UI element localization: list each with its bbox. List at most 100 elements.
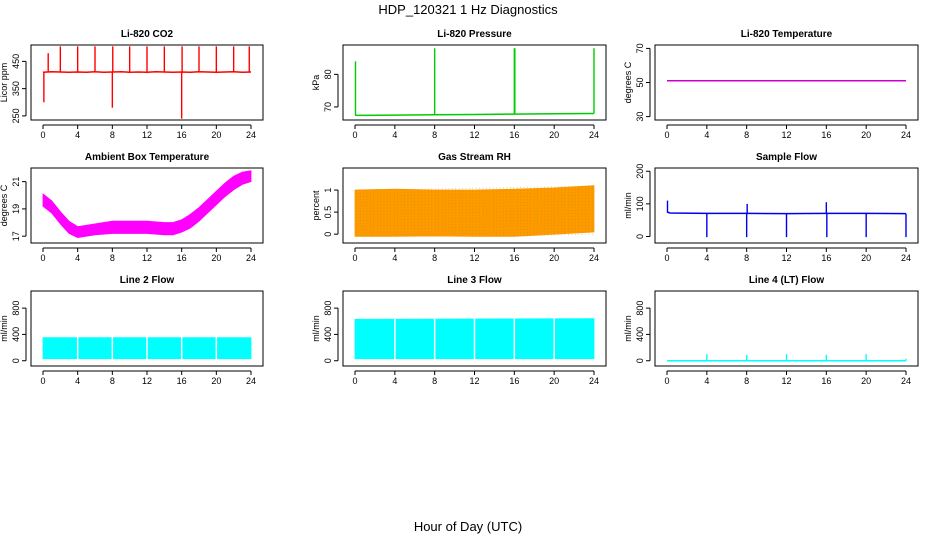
series-line-pressure [354, 112, 595, 117]
panel-ambient: Ambient Box Temperature 0 4 8 12 16 20 24 17 19 21… [0, 152, 264, 263]
plot-frame-sample_flow [654, 167, 919, 244]
data-layer-line4 [667, 354, 907, 362]
y-tick-label-co2-350: 350 [11, 81, 21, 96]
x-tick-label-rh-12: 12 [469, 253, 479, 263]
x-tick-label-line3-16: 16 [509, 376, 519, 386]
panel-title-pressure: Li-820 Pressure [437, 29, 512, 40]
x-tick-label-line4-4: 4 [704, 376, 709, 386]
x-tick-label-rh-8: 8 [432, 253, 437, 263]
x-tick-label-rh-24: 24 [589, 253, 599, 263]
x-tick-label-temperature-16: 16 [821, 130, 831, 140]
x-tick-label-sample_flow-0: 0 [664, 253, 669, 263]
series-line-sample_flow [666, 211, 907, 215]
panel-title-line3: Line 3 Flow [447, 275, 502, 286]
y-tick-label-co2-450: 450 [11, 54, 21, 69]
y-tick-label-temperature-50: 50 [635, 77, 645, 87]
x-tick-label-ambient-4: 4 [75, 253, 80, 263]
panel-sample_flow: Sample Flow 0 4 8 12 16 20 24 0 100 200 ml/min [623, 152, 919, 263]
x-tick-label-co2-24: 24 [246, 130, 256, 140]
x-tick-label-rh-0: 0 [352, 253, 357, 263]
panel-temperature: Li-820 Temperature 0 4 8 12 16 20 24 30 50 70degre… [623, 29, 919, 140]
x-tick-label-line2-0: 0 [40, 376, 45, 386]
x-tick-label-ambient-12: 12 [142, 253, 152, 263]
panel-title-line4: Line 4 (LT) Flow [749, 275, 825, 286]
y-tick-label-ambient-17: 17 [11, 231, 21, 241]
y-tick-label-rh-0.5: 0.5 [323, 206, 333, 219]
data-layer-line2 [42, 336, 252, 360]
panel-title-sample_flow: Sample Flow [756, 152, 817, 163]
y-tick-label-line3-400: 400 [323, 327, 333, 342]
x-tick-label-co2-16: 16 [177, 130, 187, 140]
x-tick-label-line3-0: 0 [352, 376, 357, 386]
plot-frame-line4 [654, 290, 919, 367]
panel-title-temperature: Li-820 Temperature [741, 29, 833, 40]
x-tick-label-line4-20: 20 [861, 376, 871, 386]
x-tick-label-line3-4: 4 [392, 376, 397, 386]
x-tick-label-line3-20: 20 [549, 376, 559, 386]
x-tick-label-sample_flow-4: 4 [704, 253, 709, 263]
y-tick-label-rh-1: 1 [323, 188, 333, 193]
panel-title-co2: Li-820 CO2 [121, 29, 174, 40]
x-tick-label-line4-16: 16 [821, 376, 831, 386]
y-axis-label-line4: ml/min [623, 315, 633, 342]
plot-frame-line2 [30, 290, 264, 367]
plot-frame-co2 [30, 44, 264, 121]
plot-frame-line3 [342, 290, 607, 367]
plot-frame-temperature [654, 44, 919, 121]
y-tick-label-temperature-30: 30 [635, 112, 645, 122]
x-tick-label-co2-20: 20 [211, 130, 221, 140]
x-tick-label-pressure-24: 24 [589, 130, 599, 140]
x-tick-label-line4-8: 8 [744, 376, 749, 386]
x-tick-label-pressure-16: 16 [509, 130, 519, 140]
x-tick-label-pressure-20: 20 [549, 130, 559, 140]
y-axis-label-rh: percent [311, 190, 321, 221]
x-tick-label-pressure-4: 4 [392, 130, 397, 140]
y-axis-label-temperature: degrees C [623, 61, 633, 103]
x-tick-label-line4-12: 12 [781, 376, 791, 386]
x-tick-label-ambient-20: 20 [211, 253, 221, 263]
x-tick-label-sample_flow-24: 24 [901, 253, 911, 263]
y-tick-label-line2-0: 0 [11, 358, 21, 363]
data-layer-pressure [354, 48, 595, 117]
x-tick-label-pressure-12: 12 [469, 130, 479, 140]
y-axis-label-pressure: kPa [311, 75, 321, 91]
x-tick-label-temperature-0: 0 [664, 130, 669, 140]
panel-title-ambient: Ambient Box Temperature [85, 152, 210, 163]
y-tick-label-line2-400: 400 [11, 327, 21, 342]
x-tick-label-line4-0: 0 [664, 376, 669, 386]
x-tick-label-line3-12: 12 [469, 376, 479, 386]
x-tick-label-co2-8: 8 [110, 130, 115, 140]
x-tick-label-line3-24: 24 [589, 376, 599, 386]
y-tick-label-sample_flow-200: 200 [635, 164, 645, 179]
x-tick-label-co2-12: 12 [142, 130, 152, 140]
y-tick-label-line3-0: 0 [323, 358, 333, 363]
y-tick-label-sample_flow-0: 0 [635, 234, 645, 239]
y-axis-label-ambient: degrees C [0, 184, 9, 226]
figure-title: HDP_120321 1 Hz Diagnostics [378, 2, 558, 17]
y-tick-label-ambient-19: 19 [11, 204, 21, 214]
y-tick-label-pressure-70: 70 [323, 102, 333, 112]
panel-title-line2: Line 2 Flow [120, 275, 175, 286]
data-layer-rh [354, 185, 595, 237]
data-layer-sample_flow [666, 200, 907, 238]
x-tick-label-sample_flow-12: 12 [781, 253, 791, 263]
x-tick-label-line2-12: 12 [142, 376, 152, 386]
data-layer-co2 [42, 46, 252, 119]
x-tick-label-line4-24: 24 [901, 376, 911, 386]
x-tick-label-temperature-24: 24 [901, 130, 911, 140]
plot-frame-rh [342, 167, 607, 244]
x-tick-label-rh-16: 16 [509, 253, 519, 263]
y-axis-label-line2: ml/min [0, 315, 9, 342]
y-tick-label-co2-250: 250 [11, 108, 21, 123]
x-axis-title: Hour of Day (UTC) [413, 519, 523, 534]
y-tick-label-sample_flow-100: 100 [635, 196, 645, 211]
x-tick-label-line2-4: 4 [75, 376, 80, 386]
y-tick-label-line4-400: 400 [635, 327, 645, 342]
data-layer-line3 [354, 318, 595, 360]
data-layer-ambient [42, 170, 252, 238]
